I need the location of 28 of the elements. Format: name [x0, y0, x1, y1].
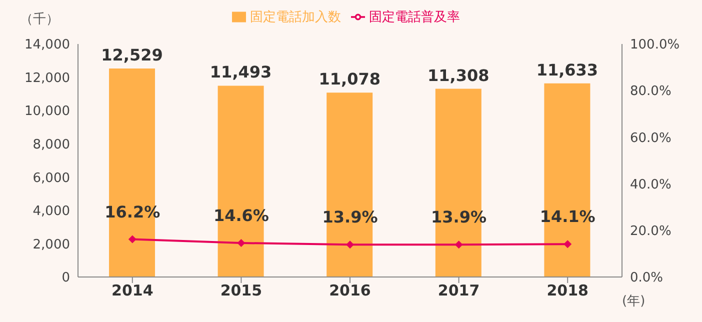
x-axis-title: (年): [622, 293, 646, 310]
y-tick-label: 4,000: [32, 204, 70, 220]
x-tick-label: 2014: [112, 282, 154, 300]
x-tick-label: 2018: [546, 282, 588, 300]
y-axis-title: （千）: [20, 11, 59, 28]
x-tick-label: 2015: [220, 282, 262, 300]
y-tick-label: 10,000: [24, 104, 70, 120]
data-label: 11,078: [318, 70, 380, 89]
y2-tick-label: 20.0%: [630, 224, 672, 240]
x-tick-label: 2017: [438, 282, 480, 300]
y-tick-label: 2,000: [32, 237, 70, 252]
y-tick-label: 8,000: [32, 137, 70, 152]
legend-label: 固定電話加入数: [250, 10, 341, 25]
data-label: 11,493: [210, 62, 272, 82]
y2-tick-label: 80.0%: [630, 84, 672, 100]
y2-tick-label: 40.0%: [630, 177, 672, 192]
x-tick-label: 2016: [329, 282, 371, 300]
y2-tick-label: 100.0%: [630, 38, 680, 53]
data-label: 11,308: [428, 66, 490, 85]
y2-tick-label: 0.0%: [630, 270, 664, 286]
y-tick-label: 0: [62, 270, 70, 286]
y2-tick-label: 60.0%: [630, 130, 672, 146]
data-label: 12,529: [101, 45, 163, 64]
legend-label: 固定電話普及率: [369, 10, 460, 25]
y-tick-label: 14,000: [24, 38, 70, 53]
y-tick-label: 12,000: [24, 70, 70, 86]
data-label: 11,633: [536, 60, 598, 80]
y-tick-label: 6,000: [32, 170, 70, 186]
